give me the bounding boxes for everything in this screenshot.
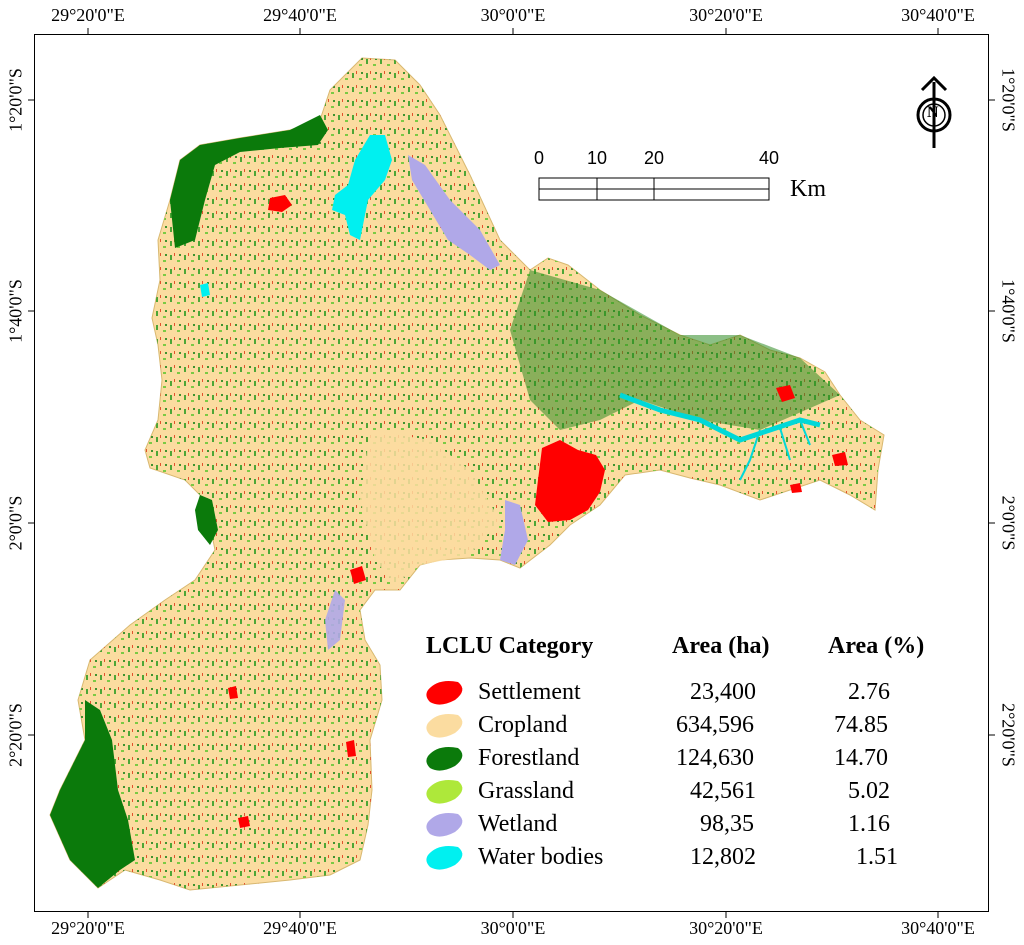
legend-pct-grassland: 5.02	[848, 778, 890, 804]
legend-ha-wetland: 98,35	[700, 811, 754, 837]
bottom-lon-label-5: 30°40'0"E	[901, 918, 975, 938]
water-lake-north	[332, 135, 392, 240]
legend-name-grassland: Grassland	[478, 778, 574, 804]
scale-bar	[538, 177, 770, 201]
map-frame	[34, 34, 989, 912]
legend-swatch-water-bodies	[426, 846, 463, 870]
legend-header-area-pct: Area (%)	[828, 633, 925, 659]
settlement-northwest	[268, 195, 292, 212]
legend-ha-settlement: 23,400	[690, 679, 756, 705]
settlement-east-1	[776, 385, 795, 402]
wetland-south	[325, 590, 345, 650]
forestland-east	[510, 270, 840, 430]
bottom-lon-label-1: 29°20'0"E	[51, 918, 125, 938]
bottom-lon-label-3: 30°0'0"E	[480, 918, 546, 938]
legend-swatch-settlement	[426, 681, 463, 705]
legend-ha-water-bodies: 12,802	[690, 844, 756, 870]
top-lon-label-4: 30°20'0"E	[689, 5, 763, 25]
settlement-kigali	[535, 440, 605, 522]
north-arrow-icon	[916, 75, 952, 148]
forestland-northwest	[170, 115, 328, 248]
forestland-southwest	[50, 700, 135, 888]
settlement-east-2	[832, 452, 848, 466]
legend-swatch-cropland	[426, 714, 463, 738]
settlement-southwest	[238, 816, 250, 828]
legend-pct-water-bodies: 1.51	[856, 844, 898, 870]
top-lon-label-1: 29°20'0"E	[51, 5, 125, 25]
legend-ha-forestland: 124,630	[676, 745, 754, 771]
legend-pct-settlement: 2.76	[848, 679, 890, 705]
legend-pct-cropland: 74.85	[834, 712, 888, 738]
water-small-west	[200, 283, 210, 297]
bottom-lon-label-4: 30°20'0"E	[689, 918, 763, 938]
settlement-east-3	[790, 483, 802, 493]
scale-tick-20: 20	[643, 148, 665, 168]
cropland-southern-area	[360, 430, 500, 585]
legend-swatch-grassland	[426, 780, 463, 804]
legend-name-settlement: Settlement	[478, 679, 581, 705]
top-lon-label-3: 30°0'0"E	[480, 5, 546, 25]
legend-name-water-bodies: Water bodies	[478, 844, 604, 870]
legend-swatch-forestland	[426, 747, 463, 771]
scale-unit: Km	[790, 176, 826, 202]
wetland-central	[500, 500, 528, 565]
legend-name-wetland: Wetland	[478, 811, 558, 837]
legend-ha-grassland: 42,561	[690, 778, 756, 804]
north-arrow-label: N	[927, 104, 939, 121]
top-lon-label-5: 30°40'0"E	[901, 5, 975, 25]
legend-header-area-ha: Area (ha)	[672, 633, 770, 659]
bottom-lon-label-2: 29°40'0"E	[263, 918, 337, 938]
scale-tick-10: 10	[586, 148, 608, 168]
settlement-south	[346, 740, 356, 757]
legend-pct-wetland: 1.16	[848, 811, 890, 837]
legend-name-forestland: Forestland	[478, 745, 580, 771]
scale-tick-0: 0	[533, 148, 545, 168]
water-river-branches	[739, 419, 811, 481]
legend-name-cropland: Cropland	[478, 712, 568, 738]
settlement-west	[228, 686, 238, 699]
legend-swatches	[426, 681, 463, 870]
legend-header-category: LCLU Category	[426, 633, 594, 659]
top-lon-label-2: 29°40'0"E	[263, 5, 337, 25]
settlement-central	[350, 566, 366, 584]
legend-ha-cropland: 634,596	[676, 712, 754, 738]
legend-pct-forestland: 14.70	[834, 745, 888, 771]
scale-tick-40: 40	[758, 148, 780, 168]
wetland-north	[408, 155, 500, 270]
legend-swatch-wetland	[426, 813, 463, 837]
forestland-west-patch	[195, 495, 218, 545]
tick-marks	[28, 28, 995, 918]
